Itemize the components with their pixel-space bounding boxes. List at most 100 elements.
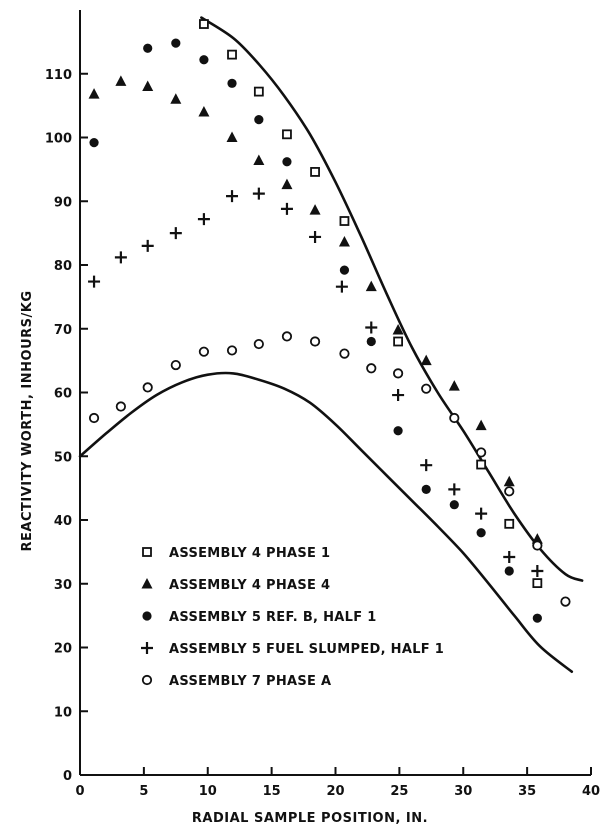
legend-item: ASSEMBLY 5 REF. B, HALF 1 xyxy=(142,610,376,625)
data-point xyxy=(504,518,515,529)
data-point xyxy=(365,321,378,334)
y-tick-label: 70 xyxy=(54,323,72,338)
data-point xyxy=(392,368,404,379)
data-point xyxy=(532,540,543,551)
data-point xyxy=(198,346,210,357)
data-point xyxy=(197,213,210,226)
data-point xyxy=(420,459,433,472)
data-point xyxy=(170,93,182,104)
y-tick-label: 50 xyxy=(54,450,72,465)
data-point xyxy=(227,78,237,88)
data-point xyxy=(115,401,126,412)
data-point xyxy=(420,354,432,366)
x-tick-label: 15 xyxy=(263,784,281,799)
data-point xyxy=(449,412,460,424)
data-point xyxy=(89,138,99,148)
data-point xyxy=(449,500,459,510)
legend-label: ASSEMBLY 4 PHASE 1 xyxy=(169,546,330,561)
data-point xyxy=(198,106,210,117)
data-point xyxy=(281,178,293,190)
data-point xyxy=(503,550,516,563)
data-point xyxy=(476,447,487,458)
upper-envelope-curve xyxy=(200,16,584,582)
data-point xyxy=(281,331,293,342)
legend-label: ASSEMBLY 5 REF. B, HALF 1 xyxy=(169,610,377,625)
data-points xyxy=(88,19,571,623)
x-tick-label: 5 xyxy=(139,784,148,799)
data-point xyxy=(339,216,350,226)
data-point xyxy=(199,19,209,29)
data-point xyxy=(504,486,515,497)
data-point xyxy=(282,157,292,167)
data-point xyxy=(142,382,153,393)
data-point xyxy=(338,236,350,247)
data-point xyxy=(309,336,321,347)
x-axis-title: RADIAL SAMPLE POSITION, IN. xyxy=(192,811,428,826)
data-point xyxy=(475,507,488,520)
data-point xyxy=(253,154,265,165)
data-point xyxy=(143,43,153,53)
y-tick-label: 90 xyxy=(54,195,72,210)
legend: ASSEMBLY 4 PHASE 1 ASSEMBLY 4 PHASE 4 ASSE… xyxy=(141,546,444,689)
legend-label: ASSEMBLY 7 PHASE A xyxy=(169,674,331,689)
data-point xyxy=(114,251,127,264)
data-point xyxy=(282,129,292,140)
data-point xyxy=(115,75,127,86)
data-point xyxy=(476,528,486,538)
data-point xyxy=(226,190,239,203)
data-point xyxy=(254,115,264,125)
legend-item: ASSEMBLY 4 PHASE 1 xyxy=(142,546,330,561)
legend-label: ASSEMBLY 4 PHASE 4 xyxy=(169,578,330,593)
data-point xyxy=(170,359,181,371)
series-5 xyxy=(88,331,571,607)
data-point xyxy=(532,613,542,623)
data-point xyxy=(531,565,544,577)
axes: 0 10 20 30 40 50 60 70 80 90 100 110 0 5 10 15 20 25 30 35 4… xyxy=(45,10,600,799)
data-point xyxy=(448,483,461,496)
series-2 xyxy=(88,75,543,544)
data-point xyxy=(421,484,431,494)
data-point xyxy=(142,80,154,91)
data-point xyxy=(169,227,182,240)
legend-marker xyxy=(141,674,153,686)
y-tick-label: 30 xyxy=(54,578,72,593)
data-point xyxy=(252,187,265,200)
legend-marker xyxy=(142,611,152,621)
data-point xyxy=(393,426,403,436)
data-point xyxy=(253,86,264,97)
data-point xyxy=(309,204,321,215)
x-tick-label: 20 xyxy=(326,784,344,799)
series-1 xyxy=(199,19,543,589)
legend-marker xyxy=(142,547,152,557)
x-tick-label: 30 xyxy=(454,784,472,799)
y-tick-label: 40 xyxy=(54,514,72,529)
legend-item: ASSEMBLY 7 PHASE A xyxy=(141,674,331,689)
x-tick-label: 35 xyxy=(518,784,536,799)
y-tick-label: 80 xyxy=(54,259,72,274)
y-tick-label: 110 xyxy=(45,68,72,83)
legend-item: ASSEMBLY 5 FUEL SLUMPED, HALF 1 xyxy=(141,642,444,657)
y-tick-label: 20 xyxy=(54,642,72,657)
data-point xyxy=(421,383,432,394)
data-point xyxy=(226,345,238,356)
data-point xyxy=(310,167,320,177)
y-tick-label: 60 xyxy=(54,387,72,402)
data-point xyxy=(227,49,237,60)
legend-item: ASSEMBLY 4 PHASE 4 xyxy=(141,578,330,593)
data-point xyxy=(88,412,100,424)
data-point xyxy=(365,280,377,292)
data-point xyxy=(88,88,100,99)
series-3 xyxy=(89,38,542,623)
data-point xyxy=(366,363,377,374)
y-axis-title: REACTIVITY WORTH, INHOURS/KG xyxy=(20,291,35,552)
x-tick-label: 10 xyxy=(199,784,217,799)
data-point xyxy=(88,275,101,288)
data-point xyxy=(504,566,514,576)
data-point xyxy=(392,324,404,335)
x-tick-label: 0 xyxy=(75,784,84,799)
legend-marker xyxy=(141,578,153,589)
data-point xyxy=(503,475,515,487)
data-point xyxy=(392,389,405,402)
series-4 xyxy=(88,187,544,577)
